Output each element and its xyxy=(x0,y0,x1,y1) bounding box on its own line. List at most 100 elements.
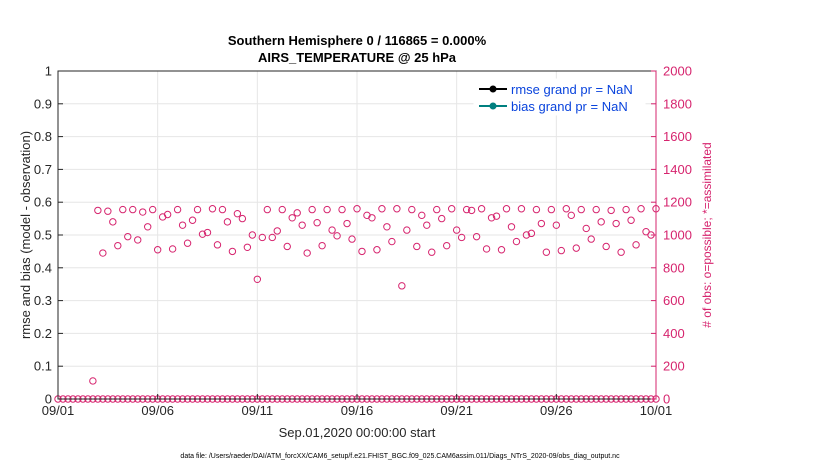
obs-count-point xyxy=(572,244,580,252)
y2-tick-label: 200 xyxy=(663,359,685,374)
obs-count-point xyxy=(462,205,471,214)
obs-count-point xyxy=(353,205,361,213)
obs-count-point xyxy=(338,205,346,214)
y2-tick-label: 1200 xyxy=(663,195,692,210)
obs-count-point xyxy=(567,211,575,220)
obs-count-point xyxy=(104,207,112,215)
obs-count-point xyxy=(587,235,595,243)
legend-rmse-label: rmse grand pr = NaN xyxy=(511,82,633,97)
x-tick-label: 10/01 xyxy=(640,403,673,418)
obs-count-point xyxy=(198,230,207,238)
obs-count-point xyxy=(467,206,476,215)
y-tick-label: 1 xyxy=(45,64,52,79)
obs-count-point xyxy=(542,248,551,256)
y2-tick-label: 2000 xyxy=(663,64,692,79)
y2-tick-label: 1000 xyxy=(663,228,692,243)
obs-count-point xyxy=(323,205,331,214)
legend-rmse-marker xyxy=(489,85,497,93)
obs-count-point xyxy=(438,214,446,223)
obs-count-point xyxy=(318,241,326,250)
obs-count-point xyxy=(168,245,177,253)
obs-count-point xyxy=(163,210,172,219)
y-tick-label: 0.9 xyxy=(34,96,52,111)
obs-count-point xyxy=(248,231,257,239)
obs-count-point xyxy=(218,205,227,214)
y-tick-label: 0.2 xyxy=(34,326,52,341)
obs-count-point xyxy=(233,209,242,218)
obs-count-point xyxy=(582,224,590,233)
obs-count-point xyxy=(303,249,311,257)
chart-subtitle: AIRS_TEMPERATURE @ 25 hPa xyxy=(258,50,457,65)
obs-count-point xyxy=(562,205,570,213)
obs-count-point xyxy=(238,214,247,223)
x-tick-label: 09/06 xyxy=(141,403,174,418)
y-tick-label: 0.5 xyxy=(34,228,52,243)
obs-count-point xyxy=(144,223,152,231)
obs-count-point xyxy=(298,221,306,229)
obs-count-point xyxy=(423,221,431,229)
obs-count-point xyxy=(487,214,496,222)
y-tick-label: 0 xyxy=(45,392,52,407)
obs-count-point xyxy=(472,232,481,241)
obs-count-point xyxy=(433,205,441,214)
obs-count-point xyxy=(517,205,526,213)
obs-count-point xyxy=(418,211,426,220)
obs-count-point xyxy=(612,219,620,228)
obs-count-point xyxy=(413,242,421,251)
obs-count-point xyxy=(393,205,401,213)
obs-count-point xyxy=(577,205,585,214)
obs-count-point xyxy=(632,241,640,249)
y2-tick-label: 600 xyxy=(663,293,685,308)
obs-count-point xyxy=(408,205,416,214)
chart-title: Southern Hemisphere 0 / 116865 = 0.000% xyxy=(228,33,487,48)
x-axis-label: Sep.01,2020 00:00:00 start xyxy=(279,425,436,440)
obs-count-point xyxy=(547,205,556,214)
obs-count-point xyxy=(124,232,132,241)
x-tick-label: 09/11 xyxy=(242,403,274,418)
obs-count-point xyxy=(188,216,197,224)
obs-count-point xyxy=(183,239,192,247)
y-tick-labels: 0 0.1 0.2 0.3 0.4 0.5 0.6 0.7 0.8 0.9 1 xyxy=(34,64,52,407)
obs-count-point xyxy=(452,226,461,234)
obs-count-point xyxy=(213,241,222,249)
obs-count-point xyxy=(99,249,107,257)
obs-count-point xyxy=(592,205,600,214)
obs-count-point xyxy=(114,241,122,250)
x-tick-label: 09/01 xyxy=(42,403,75,418)
obs-count-point xyxy=(627,216,635,224)
obs-count-point xyxy=(428,248,436,256)
y2-tick-label: 800 xyxy=(663,260,685,275)
y-tick-label: 0.7 xyxy=(34,162,52,177)
obs-count-point xyxy=(134,236,142,244)
obs-count-point xyxy=(557,246,566,255)
y-tick-label: 0.8 xyxy=(34,129,52,144)
obs-count-point xyxy=(273,227,281,235)
obs-count-point xyxy=(457,233,466,242)
obs-count-point xyxy=(148,205,157,214)
y2-tick-label: 1400 xyxy=(663,162,692,177)
y-tick-label: 0.4 xyxy=(34,260,52,275)
y2-tick-label: 1800 xyxy=(663,96,692,111)
obs-count-point xyxy=(94,206,102,215)
legend-box xyxy=(473,78,646,116)
obs-count-point xyxy=(343,219,351,228)
obs-count-point xyxy=(622,205,630,214)
obs-count-point xyxy=(89,377,97,385)
obs-count-point xyxy=(278,205,286,214)
obs-count-point xyxy=(512,237,521,246)
obs-count-point xyxy=(333,232,341,240)
y2-tick-label: 1600 xyxy=(663,129,692,144)
obs-count-point xyxy=(228,247,237,256)
obs-count-point xyxy=(477,205,486,213)
obs-count-point xyxy=(109,218,117,226)
obs-count-point xyxy=(208,205,217,213)
obs-count-point xyxy=(313,219,321,227)
obs-count-point xyxy=(602,242,610,251)
obs-count-point xyxy=(263,205,271,214)
obs-count-point xyxy=(328,226,336,234)
obs-count-point xyxy=(388,237,396,246)
obs-count-point xyxy=(268,233,276,242)
obs-count-point xyxy=(637,205,645,213)
obs-count-point xyxy=(383,223,391,231)
